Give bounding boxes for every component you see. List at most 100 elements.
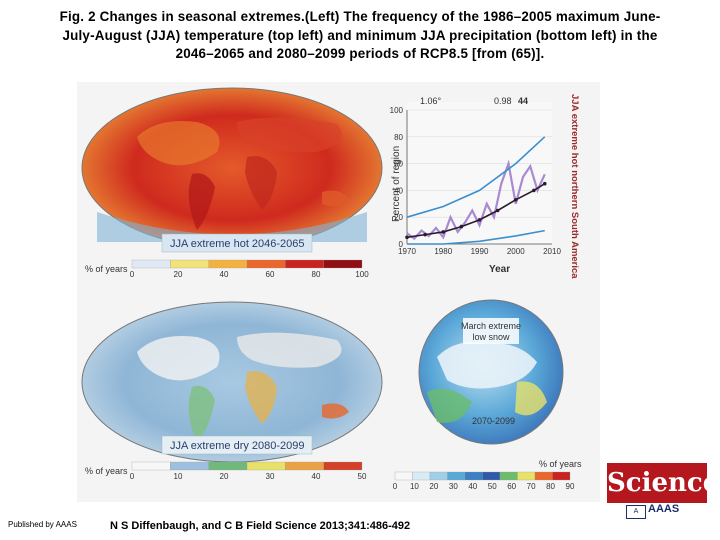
continent-australia: [322, 190, 349, 207]
aaas-logo-text: AAAS: [648, 503, 680, 515]
top-legend-swatch: [323, 259, 363, 269]
bottom-legend-tick: 30: [266, 472, 275, 481]
continent-north-america-dry: [137, 336, 220, 381]
top-legend-tick: 60: [266, 270, 275, 279]
bottom-legend-swatch: [285, 461, 324, 471]
polar-legend-swatch: [534, 471, 553, 481]
chart-y-tick: 40: [394, 186, 403, 195]
bottom-legend: % of years 0 10 20 30 40 50: [85, 461, 367, 481]
chart-point: [441, 230, 446, 234]
bottom-legend-title: % of years: [85, 466, 128, 476]
chart-point: [405, 235, 409, 240]
polar-title-box: [463, 318, 519, 344]
polar-legend-tick: 90: [566, 482, 575, 491]
top-map-label-box: [161, 233, 313, 253]
bottom-legend-swatch: [323, 461, 363, 471]
top-legend-swatch: [285, 259, 324, 269]
polar-legend-swatch: [464, 471, 483, 481]
top-map: JJA extreme hot 2046-2065: [81, 87, 383, 253]
bottom-legend-tick: 40: [312, 472, 321, 481]
continent-north-america: [137, 121, 220, 166]
top-legend-title: % of years: [85, 264, 128, 274]
chart-point: [477, 218, 482, 222]
top-legend-swatch: [170, 259, 209, 269]
continent-south-america-dry: [188, 385, 215, 442]
continent-eurasia-dry: [237, 332, 342, 368]
top-legend-swatch: [208, 259, 248, 269]
polar-legend-swatch: [482, 471, 501, 481]
chart-x-tick: 1980: [434, 247, 452, 256]
polar-map: March extreme low snow 2070-2099: [418, 299, 564, 445]
annotation-2: 44: [518, 96, 528, 106]
top-legend-swatch: [131, 259, 171, 269]
bottom-legend-tick: 0: [130, 472, 135, 481]
polar-legend-tick: 40: [468, 482, 477, 491]
aaas-logo-icon: A: [626, 505, 646, 519]
low-snow-region-2: [515, 381, 547, 416]
chart-y-tick: 0: [399, 240, 404, 249]
continent-africa-dry: [245, 371, 277, 424]
bottom-map: JJA extreme dry 2080-2099: [81, 301, 383, 463]
hot-extreme-chart: 1.06° 0.98 44 Year Percent of region JJA…: [390, 94, 580, 279]
chart-x-tick: 2000: [507, 247, 525, 256]
continent-africa: [245, 156, 277, 210]
bottom-map-label: JJA extreme dry 2080-2099: [170, 440, 305, 452]
footer-publisher: Published by AAAS: [8, 520, 77, 529]
chart-y-tick: 60: [394, 160, 403, 169]
polar-legend-tick: 60: [507, 482, 516, 491]
polar-legend-swatch: [447, 471, 466, 481]
caption-line-2: July-August (JJA) temperature (top left)…: [62, 27, 658, 43]
polar-legend-title: % of years: [539, 459, 582, 469]
chart-point: [495, 208, 500, 213]
low-snow-region-1: [427, 388, 472, 423]
chart-point: [459, 224, 464, 229]
continent-australia-dry: [322, 403, 349, 419]
chart-x-tick: 1990: [471, 247, 489, 256]
caption-line-3: 2046–2065 and 2080–2099 periods of RCP8.…: [175, 46, 545, 61]
bottom-legend-swatch: [208, 461, 248, 471]
polar-legend: % of years 0 10 20 30 40 50 60 70 80 90: [393, 459, 582, 491]
top-legend-tick: 80: [312, 270, 321, 279]
chart-x-tick: 1970: [398, 247, 416, 256]
chart-title: JJA extreme hot northern South America: [569, 94, 580, 279]
science-logo: Science: [607, 463, 719, 503]
chart-point: [513, 197, 518, 202]
chart-y-tick: 100: [390, 106, 404, 115]
bottom-legend-tick: 20: [220, 472, 229, 481]
footer-citation: N S Diffenbaugh, and C B Field Science 2…: [110, 520, 411, 532]
chart-series-line: [407, 229, 545, 245]
arctic-snow-region: [437, 342, 537, 389]
polar-legend-tick: 80: [546, 482, 555, 491]
polar-legend-tick: 50: [488, 482, 497, 491]
chart-series-line: [406, 136, 546, 218]
polar-legend-tick: 70: [527, 482, 536, 491]
top-legend: % of years 0 20 40 60 80 100: [85, 259, 369, 279]
polar-title-line2: low snow: [472, 332, 510, 342]
polar-legend-tick: 30: [449, 482, 458, 491]
top-map-label: JJA extreme hot 2046-2065: [170, 238, 305, 250]
top-legend-tick: 40: [220, 270, 229, 279]
annotation-0: 1.06°: [420, 96, 442, 106]
bottom-legend-swatch: [170, 461, 209, 471]
figure-svg: JJA extreme hot 2046-2065 % of years 0 20…: [81, 87, 582, 491]
annotation-1: 0.98: [494, 96, 512, 106]
top-legend-tick: 0: [130, 270, 135, 279]
top-legend-tick: 20: [174, 270, 183, 279]
continent-eurasia: [237, 117, 342, 153]
chart-point: [532, 188, 536, 193]
polar-legend-swatch: [412, 471, 431, 481]
continent-south-america: [188, 173, 215, 230]
top-legend-tick: 100: [355, 270, 369, 279]
polar-legend-tick: 10: [410, 482, 419, 491]
figure-caption: Fig. 2 Changes in seasonal extremes.(Lef…: [18, 8, 702, 64]
figure-panel: JJA extreme hot 2046-2065 % of years 0 20…: [77, 82, 600, 502]
chart-point: [542, 181, 547, 186]
polar-legend-swatch: [429, 471, 448, 481]
bottom-legend-tick: 50: [358, 472, 367, 481]
bottom-map-label-box: [161, 435, 313, 455]
polar-legend-swatch: [552, 471, 571, 481]
bottom-legend-swatch: [246, 461, 286, 471]
chart-y-tick: 20: [394, 213, 403, 222]
top-legend-swatch: [246, 259, 286, 269]
chart-x-tick: 2010: [543, 247, 561, 256]
